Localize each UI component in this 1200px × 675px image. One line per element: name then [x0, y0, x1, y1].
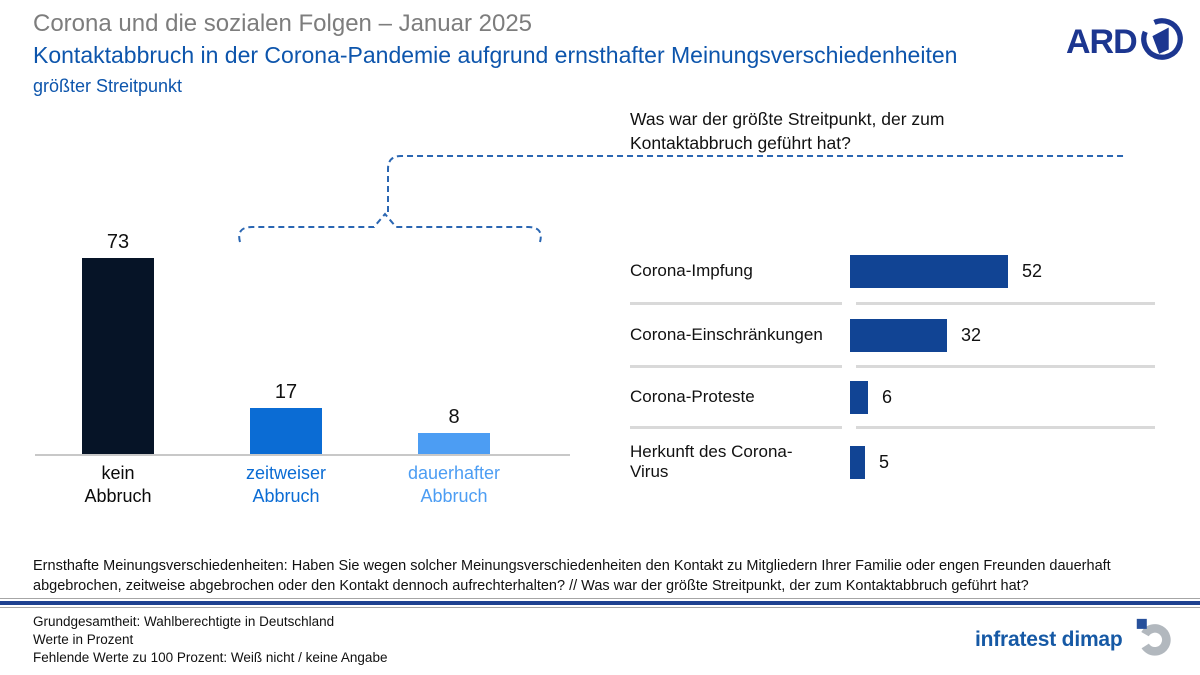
bar-value-label: 17	[274, 381, 298, 403]
hbar-label: Corona-Proteste	[630, 386, 755, 406]
footnotes: Grundgesamtheit: Wahlberechtigte in Deut…	[33, 614, 388, 665]
category-label-dauerhafter-abbruch: dauerhafter Abbruch	[407, 463, 501, 507]
ard-wordmark: ARD	[1066, 22, 1138, 61]
infratest-d-icon	[1132, 616, 1174, 663]
hbar-row-herkunft-des-corona-virus: Herkunft des Corona- Virus 5	[630, 429, 1155, 495]
bar-zeitweiser-abbruch	[250, 408, 322, 454]
hbar-value-label: 5	[879, 451, 890, 472]
hbar-value-label: 52	[1022, 260, 1043, 281]
series-kicker: Corona und die sozialen Folgen – Januar …	[33, 10, 533, 37]
row-separator	[630, 365, 1155, 368]
infratest-wordmark: infratest dimap	[975, 627, 1123, 651]
bar-corona-einschr-nkungen	[850, 318, 947, 352]
x-axis-line	[35, 454, 570, 456]
row-separator	[630, 302, 1155, 305]
bar-corona-impfung	[850, 254, 1008, 288]
hbar-label: Corona-Einschränkungen	[630, 324, 823, 344]
footer-divider	[0, 598, 1200, 608]
contact-break-bar-chart: 73 kein Abbruch 17 zeitweiser Abbruch 8 dauer…	[35, 225, 570, 515]
ard-one-icon	[1139, 16, 1185, 67]
hbar-row-corona-einschr-nkungen: Corona-Einschränkungen 32	[630, 305, 1155, 365]
bar-kein-abbruch	[82, 258, 154, 454]
dispute-topic-bar-chart: Corona-Impfung 52 Corona-Einschränkungen 32…	[630, 240, 1155, 495]
category-label-kein-abbruch: kein Abbruch	[84, 463, 152, 507]
page-subtitle: größter Streitpunkt	[33, 76, 183, 96]
question-text: Was war der größte Streitpunkt, der zum …	[630, 109, 945, 153]
bar-value-label: 8	[448, 406, 460, 428]
methodology-text: Ernsthafte Meinungsverschiedenheiten: Ha…	[33, 558, 1111, 594]
hbar-label: Herkunft des Corona- Virus	[630, 441, 793, 481]
bar-corona-proteste	[850, 380, 868, 414]
bar-value-label: 73	[106, 231, 130, 253]
category-label-zeitweiser-abbruch: zeitweiser Abbruch	[245, 463, 327, 507]
hbar-value-label: 6	[882, 386, 893, 407]
bar-herkunft-des-corona-virus	[850, 445, 865, 479]
hbar-row-corona-proteste: Corona-Proteste 6	[630, 368, 1155, 426]
bar-dauerhafter-abbruch	[418, 433, 490, 454]
hbar-label: Corona-Impfung	[630, 260, 753, 280]
infratest-dimap-logo: infratest dimap	[975, 616, 1174, 663]
row-separator	[630, 426, 1155, 429]
ard-logo: ARD	[1066, 16, 1185, 67]
page-title: Kontaktabbruch in der Corona-Pandemie au…	[33, 42, 958, 68]
hbar-value-label: 32	[961, 324, 982, 345]
hbar-row-corona-impfung: Corona-Impfung 52	[630, 240, 1155, 302]
